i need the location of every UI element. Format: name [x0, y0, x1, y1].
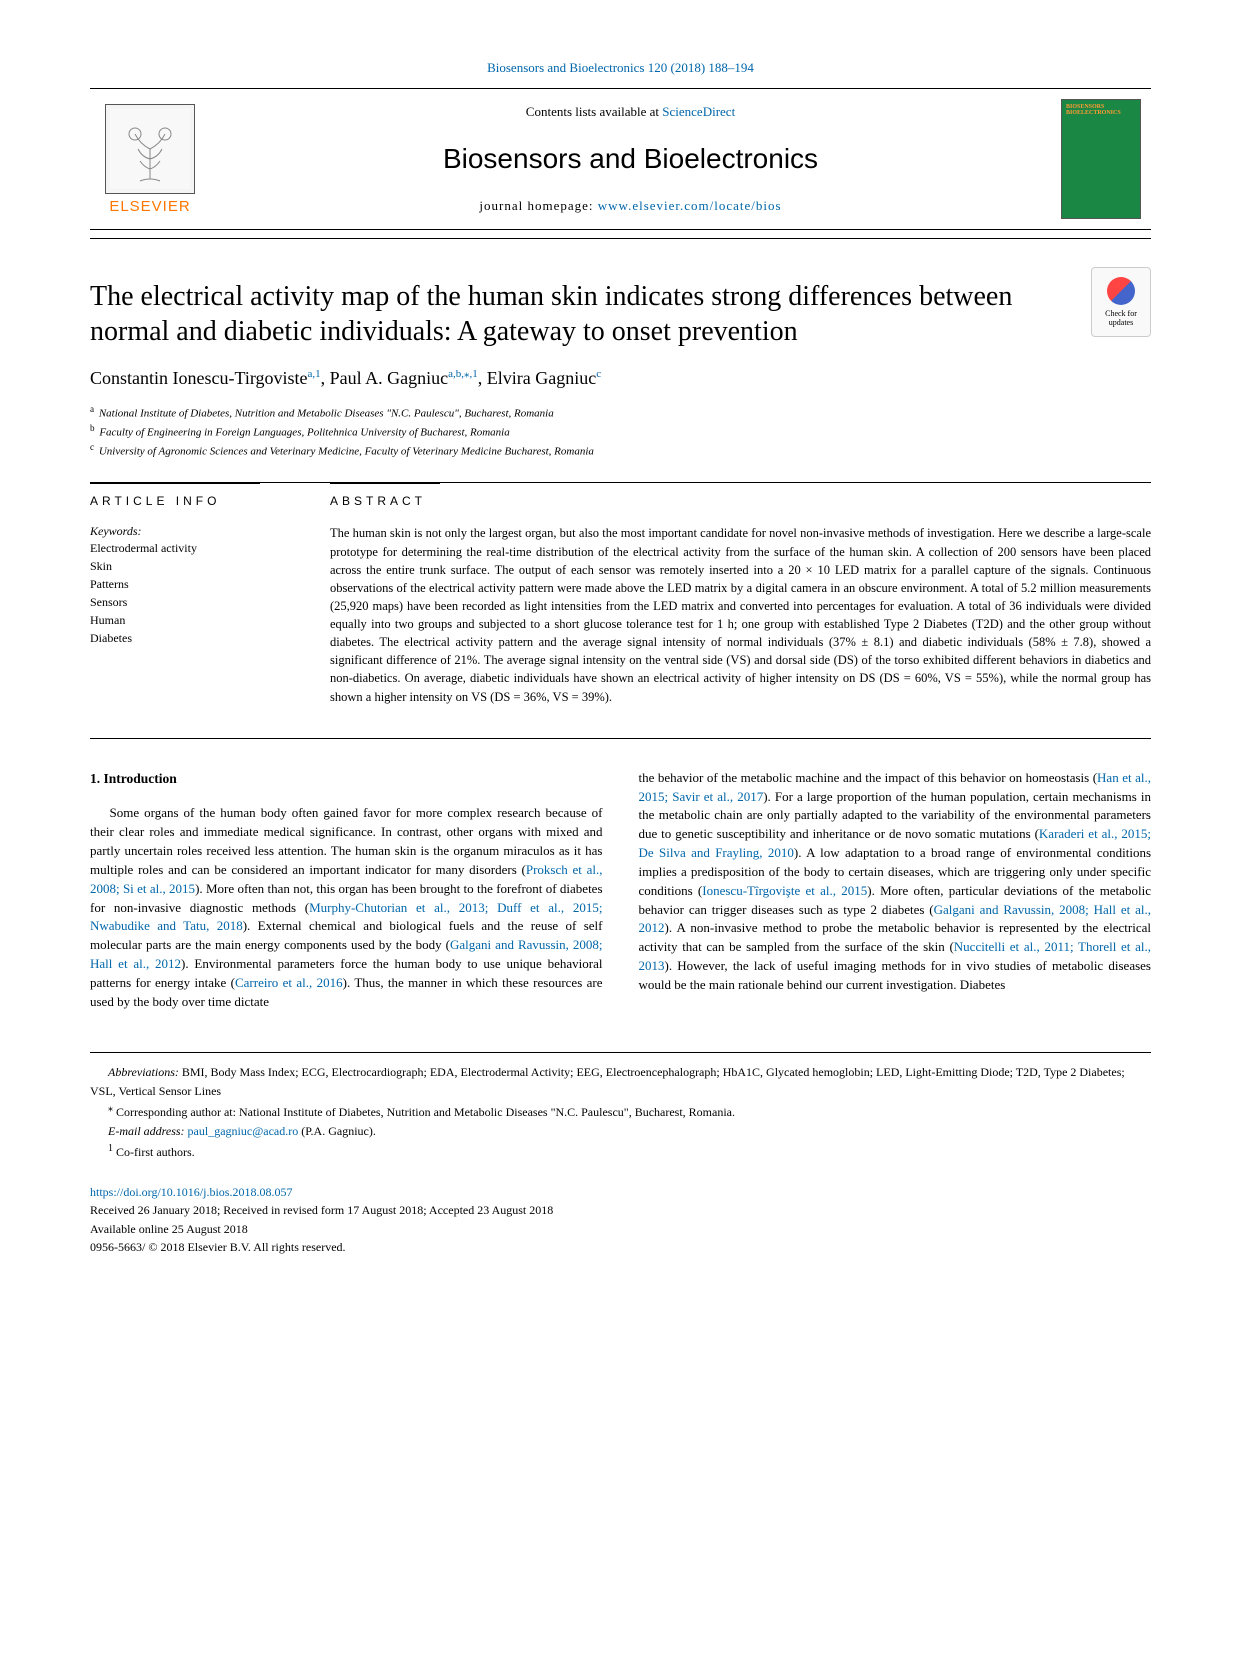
- publication-info: https://doi.org/10.1016/j.bios.2018.08.0…: [90, 1183, 1151, 1257]
- affiliation-b: Faculty of Engineering in Foreign Langua…: [99, 427, 509, 439]
- keyword: Patterns: [90, 575, 310, 593]
- publisher-logo-block: ELSEVIER: [90, 89, 210, 229]
- homepage-line: journal homepage: www.elsevier.com/locat…: [210, 198, 1051, 214]
- doi-link[interactable]: https://doi.org/10.1016/j.bios.2018.08.0…: [90, 1185, 292, 1199]
- abstract-text: The human skin is not only the largest o…: [330, 524, 1151, 705]
- column-right: the behavior of the metabolic machine an…: [639, 769, 1152, 1012]
- keywords-label: Keywords:: [90, 524, 310, 539]
- check-updates-label: Check for updates: [1092, 309, 1150, 327]
- available-online: Available online 25 August 2018: [90, 1220, 1151, 1239]
- body-fragment: the behavior of the metabolic machine an…: [639, 770, 1098, 785]
- article-info-column: ARTICLE INFO Keywords: Electrodermal act…: [90, 483, 330, 725]
- citation-header: Biosensors and Bioelectronics 120 (2018)…: [90, 60, 1151, 76]
- check-updates-badge[interactable]: Check for updates: [1091, 267, 1151, 337]
- abstract-heading: ABSTRACT: [330, 483, 440, 508]
- email-link[interactable]: paul_gagniuc@acad.ro: [188, 1124, 299, 1138]
- journal-cover-image: BIOSENSORS BIOELECTRONICS: [1061, 99, 1141, 219]
- author-2: Paul A. Gagniuca,b,⁎,1: [330, 368, 478, 388]
- received-dates: Received 26 January 2018; Received in re…: [90, 1201, 1151, 1220]
- cofirst-text: Co-first authors.: [113, 1145, 195, 1159]
- author-3: Elvira Gagniucc: [487, 368, 601, 388]
- article-info-heading: ARTICLE INFO: [90, 483, 260, 508]
- footnotes: Abbreviations: BMI, Body Mass Index; ECG…: [90, 1052, 1151, 1163]
- column-left: 1. Introduction Some organs of the human…: [90, 769, 603, 1012]
- keyword: Sensors: [90, 593, 310, 611]
- authors-line: Constantin Ionescu-Tirgovistea,1, Paul A…: [90, 367, 1151, 389]
- article-title: The electrical activity map of the human…: [90, 279, 1151, 349]
- body-text: 1. Introduction Some organs of the human…: [90, 769, 1151, 1012]
- citation-ref[interactable]: Ionescu-Tîrgovişte et al., 2015: [702, 883, 867, 898]
- homepage-prefix: journal homepage:: [479, 198, 597, 213]
- keyword: Electrodermal activity: [90, 539, 310, 557]
- contents-prefix: Contents lists available at: [526, 104, 662, 119]
- keyword: Skin: [90, 557, 310, 575]
- contents-line: Contents lists available at ScienceDirec…: [210, 104, 1051, 120]
- author-1: Constantin Ionescu-Tirgovistea,1: [90, 368, 321, 388]
- citation-ref[interactable]: Carreiro et al., 2016: [235, 975, 343, 990]
- corr-text: Corresponding author at: National Instit…: [113, 1105, 735, 1119]
- sciencedirect-link[interactable]: ScienceDirect: [662, 104, 735, 119]
- abstract-column: ABSTRACT The human skin is not only the …: [330, 483, 1151, 725]
- elsevier-tree-icon: [105, 104, 195, 194]
- publisher-name: ELSEVIER: [109, 198, 190, 215]
- journal-header: ELSEVIER Contents lists available at Sci…: [90, 88, 1151, 230]
- journal-cover-block: BIOSENSORS BIOELECTRONICS: [1051, 89, 1151, 229]
- crossmark-icon: [1107, 277, 1135, 305]
- homepage-link[interactable]: www.elsevier.com/locate/bios: [598, 198, 782, 213]
- keyword: Human: [90, 611, 310, 629]
- email-suffix: (P.A. Gagniuc).: [298, 1124, 376, 1138]
- abbr-text: BMI, Body Mass Index; ECG, Electrocardio…: [90, 1065, 1125, 1098]
- affiliation-c: University of Agronomic Sciences and Vet…: [99, 446, 594, 458]
- affiliation-a: National Institute of Diabetes, Nutritio…: [99, 408, 554, 420]
- copyright-line: 0956-5663/ © 2018 Elsevier B.V. All righ…: [90, 1238, 1151, 1257]
- abbr-label: Abbreviations:: [108, 1065, 179, 1079]
- keywords-list: Electrodermal activity Skin Patterns Sen…: [90, 539, 310, 647]
- affiliations: a National Institute of Diabetes, Nutrit…: [90, 403, 1151, 460]
- keyword: Diabetes: [90, 629, 310, 647]
- email-label: E-mail address:: [108, 1124, 185, 1138]
- body-fragment: ). However, the lack of useful imaging m…: [639, 958, 1152, 992]
- citation-link[interactable]: Biosensors and Bioelectronics 120 (2018)…: [487, 60, 754, 75]
- journal-title: Biosensors and Bioelectronics: [210, 143, 1051, 175]
- cover-title-text: BIOSENSORS BIOELECTRONICS: [1066, 104, 1136, 116]
- intro-heading: 1. Introduction: [90, 769, 603, 789]
